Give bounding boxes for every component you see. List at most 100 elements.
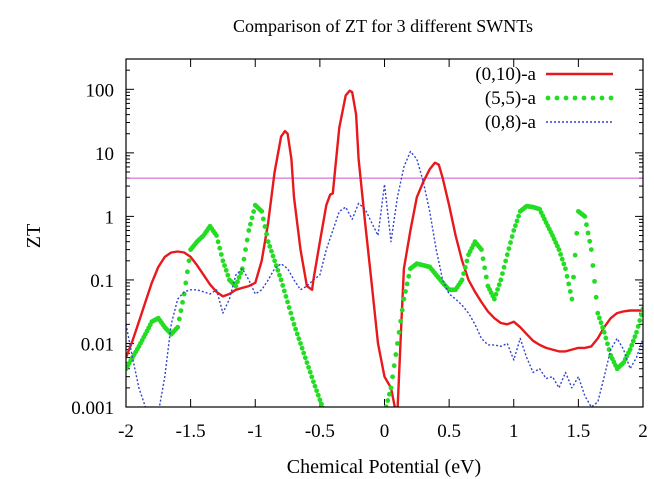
series-point (629, 342, 635, 348)
series-point (317, 397, 323, 403)
chart-title: Comparison of ZT for 3 different SWNTs (233, 16, 533, 36)
series-point (347, 438, 352, 443)
y-tick-label: 1 (105, 207, 115, 228)
series-point (270, 253, 276, 259)
series-point (516, 213, 521, 219)
series-point (249, 215, 255, 221)
series-point (337, 430, 342, 435)
series-point (283, 294, 289, 299)
series-point (350, 438, 355, 443)
x-tick-label: -2 (118, 421, 134, 442)
legend-point (599, 95, 605, 101)
series-point (501, 264, 507, 270)
series-point (269, 248, 274, 254)
y-tick-label: 0.01 (81, 334, 114, 355)
series-point (312, 383, 318, 389)
series-point (296, 336, 302, 342)
legend-point (563, 95, 569, 101)
series-point (464, 258, 470, 264)
series-point (558, 251, 564, 257)
x-tick-label: 1 (509, 421, 519, 442)
series-point (634, 329, 639, 335)
series-point (366, 438, 371, 443)
plot-frame (125, 58, 644, 408)
series-point (186, 258, 192, 264)
series-point (335, 428, 340, 433)
series-point (220, 258, 226, 264)
x-tick-label: 1.5 (567, 421, 591, 442)
series-point (566, 281, 572, 287)
series-point (590, 263, 596, 268)
series-point (358, 438, 363, 443)
series-point (514, 218, 520, 224)
series-point (483, 274, 489, 280)
y-tick-label: 0.001 (71, 398, 114, 419)
series-point (371, 436, 376, 441)
series-point (306, 364, 311, 370)
series-point (273, 263, 279, 268)
series-point (401, 296, 407, 302)
series-point (380, 416, 385, 421)
series-point (493, 291, 499, 297)
x-axis-label: Chemical Potential (eV) (287, 456, 481, 478)
series-point (260, 216, 266, 222)
series-point (236, 275, 242, 280)
series-point (630, 338, 636, 344)
series-point (175, 324, 181, 330)
series-point (491, 296, 497, 302)
x-tick-label: 2 (638, 421, 648, 442)
series-point (223, 267, 229, 273)
series-point (315, 392, 321, 398)
y-tick-label: 10 (95, 144, 114, 165)
series-point (404, 281, 410, 287)
series-point (309, 374, 315, 380)
series-point (382, 411, 387, 416)
legend-label-2: (0,8)-a (485, 112, 537, 133)
series-point (385, 398, 391, 403)
series-point (176, 316, 182, 322)
series-point (322, 410, 327, 415)
series-point (324, 414, 329, 419)
series-point (214, 233, 219, 238)
series-point (567, 289, 573, 294)
series-point (459, 277, 465, 283)
legend-point (545, 95, 551, 101)
series-point (406, 273, 412, 279)
series-point (601, 329, 607, 335)
series-point (342, 436, 347, 441)
series-point (395, 341, 400, 346)
series-point (595, 310, 601, 316)
series-point (572, 252, 578, 258)
series-point (363, 438, 368, 443)
series-point (480, 256, 486, 262)
series-point (506, 246, 512, 252)
series-point (582, 213, 588, 219)
legend-point (572, 95, 578, 101)
series-point (593, 294, 599, 300)
series-point (302, 355, 308, 361)
axis-ticks: -2 -1.5 -1 -0.5 0 0.5 1 1.5 2 0.001 0.01 0.1 1 10 100 (71, 58, 648, 442)
series-point (264, 231, 269, 237)
series-point (482, 265, 488, 271)
series-point (571, 274, 576, 280)
series-point (374, 432, 379, 437)
series-point (559, 256, 565, 262)
series-point (298, 341, 303, 346)
series-point (479, 247, 484, 253)
series-point (343, 438, 348, 443)
series-point (584, 222, 589, 228)
series-point (290, 316, 295, 322)
series-point (304, 360, 310, 365)
series-point (512, 223, 518, 229)
y-tick-label: 100 (86, 80, 115, 101)
series-point (319, 401, 324, 407)
series-point (503, 258, 509, 264)
series-point (291, 321, 297, 327)
series-point (340, 434, 345, 439)
series-point (564, 273, 570, 279)
series-point (307, 369, 313, 375)
series-point (259, 208, 265, 214)
series-point (498, 277, 504, 283)
series-point (596, 315, 602, 321)
series-point (233, 283, 239, 289)
